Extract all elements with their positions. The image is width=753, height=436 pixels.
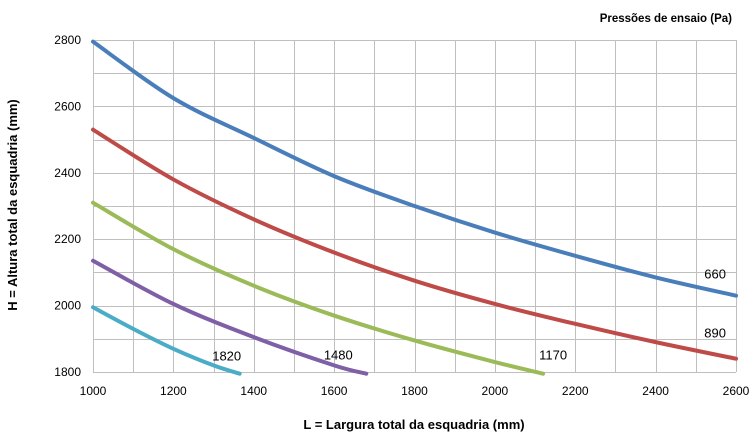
series-line-1170 xyxy=(91,200,546,376)
y-tick-label: 1800 xyxy=(54,365,81,379)
series-label-890: 890 xyxy=(704,326,726,341)
series-labels: 660 890 1170 1480 1820 xyxy=(212,267,726,364)
series-label-660: 660 xyxy=(704,267,726,282)
x-tick-label: 1800 xyxy=(401,384,428,398)
x-axis-title: L = Largura total da esquadria (mm) xyxy=(303,417,524,432)
series-line-1820 xyxy=(91,305,242,376)
y-axis-title: H = Altura total da esquadria (mm) xyxy=(5,99,20,311)
series-line-1480 xyxy=(91,258,369,376)
y-tick-label: 2800 xyxy=(54,33,81,47)
x-tick-label: 1600 xyxy=(321,384,348,398)
x-tick-label: 2400 xyxy=(642,384,669,398)
x-tick-label: 1200 xyxy=(160,384,187,398)
grid xyxy=(93,40,737,373)
series-label-1170: 1170 xyxy=(539,348,567,363)
x-tick-label: 2600 xyxy=(723,384,750,398)
y-tick-label: 2600 xyxy=(54,99,81,113)
x-tick-label: 2200 xyxy=(562,384,589,398)
x-tick-label: 1400 xyxy=(240,384,267,398)
series-label-1820: 1820 xyxy=(212,349,241,364)
series-line-660 xyxy=(91,39,738,298)
y-tick-label: 2400 xyxy=(54,166,81,180)
y-tick-label: 2000 xyxy=(54,299,81,313)
x-tick-label: 2000 xyxy=(482,384,509,398)
legend-title: Pressões de ensaio (Pa) xyxy=(600,13,732,25)
series-line-890 xyxy=(91,127,738,361)
x-tick-label: 1000 xyxy=(80,384,107,398)
series-label-1480: 1480 xyxy=(324,348,353,363)
y-tick-label: 2200 xyxy=(54,232,81,246)
tick-labels: 1000 1200 1400 1600 1800 2000 2200 2400 2600 1800… xyxy=(54,33,749,398)
series-group xyxy=(91,39,738,376)
